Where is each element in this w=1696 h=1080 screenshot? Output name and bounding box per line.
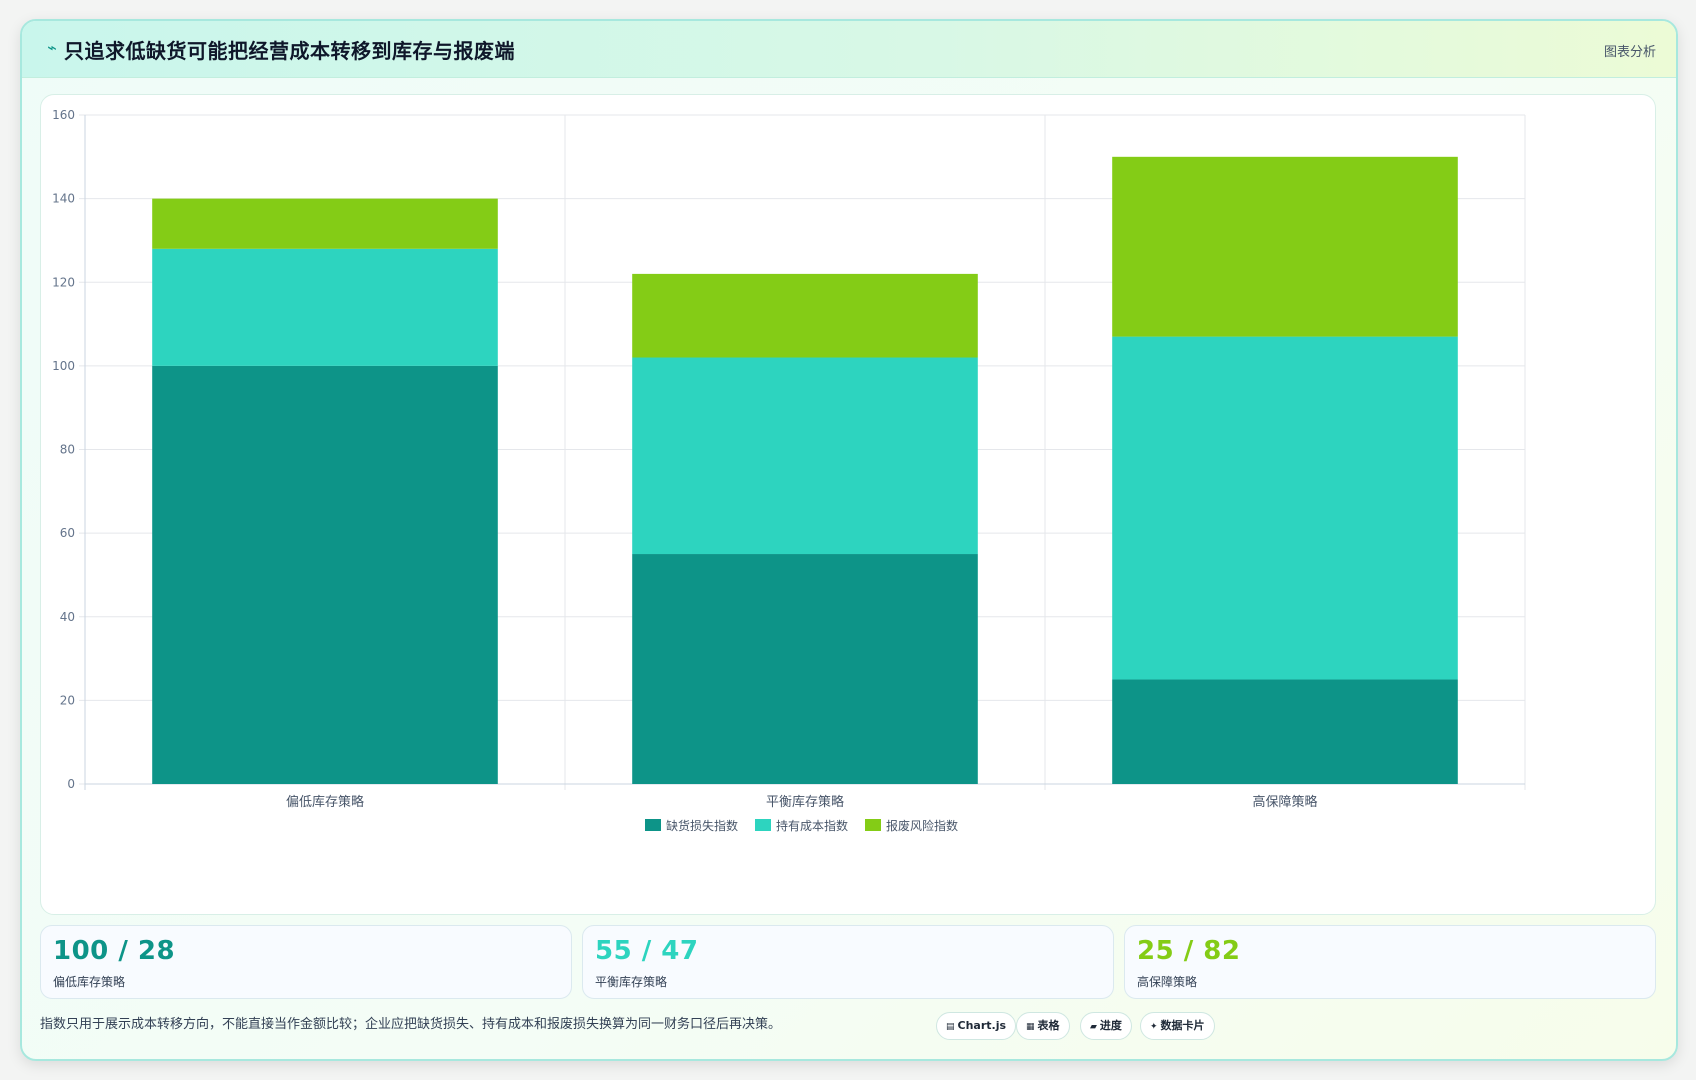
chip-label: Chart.js — [957, 1019, 1007, 1032]
bar-segment — [632, 554, 978, 784]
x-tick-label: 高保障策略 — [1252, 794, 1317, 810]
bar-segment — [1112, 336, 1458, 680]
y-tick-label: 140 — [52, 192, 75, 206]
bar-segment — [632, 357, 978, 555]
legend-label: 持有成本指数 — [776, 818, 848, 833]
stat-label: 高保障策略 — [1137, 975, 1198, 989]
stat-card-low: 100 / 28 偏低库存策略 — [40, 925, 572, 999]
stat-value: 55 / 47 — [595, 936, 699, 966]
chip-chartjs[interactable]: ▤ Chart.js — [936, 1012, 1017, 1040]
bar-segment — [152, 248, 498, 366]
stacked-bar-chart: 0 20 40 60 80 100 120 140 160 偏低库存策略 平衡库存策略 高保障策略缺货… — [52, 108, 1526, 833]
bar-segment — [152, 365, 498, 784]
legend-swatch — [755, 819, 771, 831]
stat-value: 25 / 82 — [1137, 936, 1241, 966]
legend-swatch — [645, 819, 661, 831]
table-icon: ▦ — [1026, 1022, 1035, 1032]
legend-swatch — [865, 819, 881, 831]
stat-cards: 100 / 28 偏低库存策略 55 / 47 平衡库存策略 25 / 82 高… — [40, 925, 1656, 999]
y-tick-label: 60 — [60, 526, 75, 540]
y-tick-label: 160 — [52, 108, 75, 122]
y-tick-label: 20 — [60, 693, 75, 707]
bar-segment — [1112, 679, 1458, 784]
bar-segment — [632, 273, 978, 358]
bar-segment — [152, 198, 498, 249]
chart-panel: 0 20 40 60 80 100 120 140 160 偏低库存策略 平衡库存策略 高保障策略缺货… — [40, 94, 1656, 915]
sparkle-icon: ✦ — [1150, 1022, 1158, 1032]
stat-value: 100 / 28 — [53, 936, 176, 966]
stat-label: 平衡库存策略 — [595, 975, 668, 989]
card-header: ⌁ 只追求低缺货可能把经营成本转移到库存与报废端 图表分析 — [22, 21, 1676, 78]
chip-progress[interactable]: ▰ 进度 — [1080, 1012, 1132, 1040]
footnote: 指数只用于展示成本转移方向，不能直接当作金额比较；企业应把缺货损失、持有成本和报… — [40, 1017, 782, 1032]
y-tick-label: 0 — [67, 777, 75, 791]
x-tick-label: 偏低库存策略 — [286, 794, 364, 810]
chip-data-card[interactable]: ✦ 数据卡片 — [1140, 1012, 1215, 1040]
y-tick-label: 100 — [52, 359, 75, 373]
chart-card: ⌁ 只追求低缺货可能把经营成本转移到库存与报废端 图表分析 0 20 40 60 80 1… — [20, 19, 1678, 1061]
chip-label: 表格 — [1037, 1019, 1060, 1032]
chip-table[interactable]: ▦ 表格 — [1016, 1012, 1070, 1040]
page-title: 只追求低缺货可能把经营成本转移到库存与报废端 — [64, 39, 515, 63]
chip-label: 进度 — [1099, 1019, 1122, 1032]
legend-label: 报废风险指数 — [886, 818, 958, 833]
stat-card-high: 25 / 82 高保障策略 — [1124, 925, 1656, 999]
y-tick-label: 40 — [60, 610, 75, 624]
stat-card-balanced: 55 / 47 平衡库存策略 — [582, 925, 1114, 999]
chart-icon: ▤ — [946, 1022, 955, 1032]
chart-analysis-tag: 图表分析 — [1603, 45, 1656, 60]
stat-label: 偏低库存策略 — [53, 975, 126, 989]
y-tick-label: 80 — [60, 443, 75, 457]
bar-segment — [1112, 156, 1458, 337]
x-tick-label: 平衡库存策略 — [766, 794, 844, 810]
progress-icon: ▰ — [1090, 1022, 1097, 1032]
trend-icon: ⌁ — [47, 38, 57, 57]
legend-label: 缺货损失指数 — [666, 818, 738, 833]
y-tick-label: 120 — [52, 275, 75, 289]
chip-label: 数据卡片 — [1160, 1019, 1205, 1032]
